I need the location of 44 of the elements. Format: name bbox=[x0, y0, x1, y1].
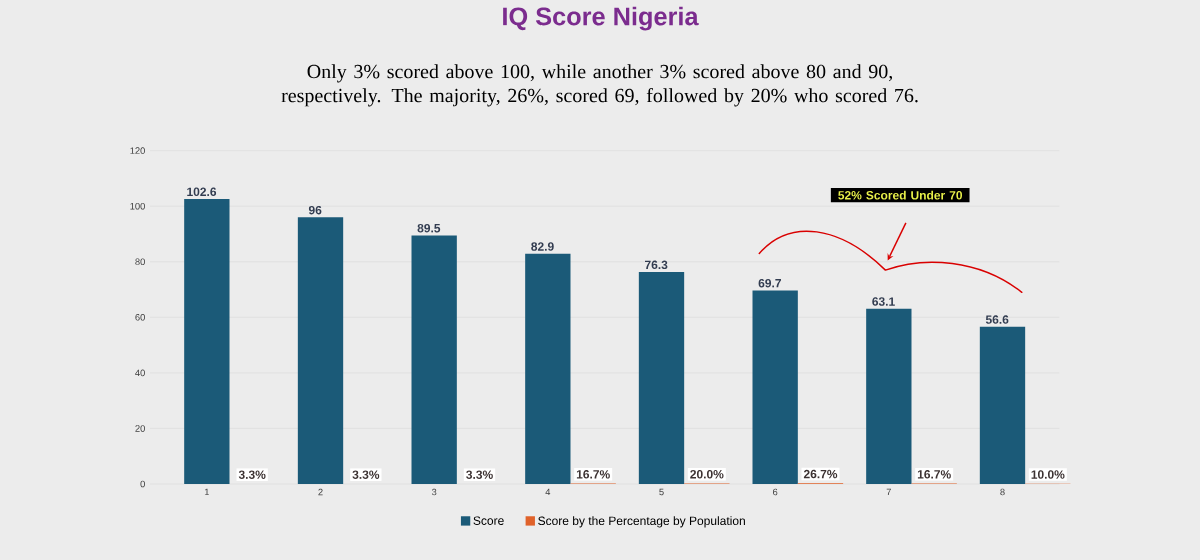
bar bbox=[752, 290, 798, 484]
x-tick-label: 6 bbox=[773, 488, 778, 496]
bar bbox=[866, 308, 912, 484]
bar bbox=[525, 253, 571, 484]
data-label: 82.9 bbox=[531, 242, 554, 251]
x-tick-label: 5 bbox=[659, 488, 664, 496]
data-label: 20.0% bbox=[690, 469, 724, 479]
bar bbox=[297, 217, 344, 484]
chart-subtitle: Only 3% scored above 100, while another 3% scored above 80 and 90, respectively. The majority, 26%, scored 69, followed by 20% who scored 76. bbox=[281, 64, 918, 107]
chart-title: IQ Score Nigeria bbox=[503, 6, 699, 31]
data-label: 3.3% bbox=[238, 470, 266, 479]
x-tick-label: 7 bbox=[886, 488, 891, 496]
x-tick-label: 8 bbox=[1000, 488, 1005, 496]
y-tick-label: 20 bbox=[135, 425, 145, 432]
y-tick-label: 100 bbox=[130, 202, 145, 210]
data-label: 10.0% bbox=[1031, 470, 1065, 479]
data-label: 69.7 bbox=[758, 278, 781, 288]
data-label: 16.7% bbox=[576, 470, 610, 479]
data-label: 3.3% bbox=[352, 470, 380, 479]
x-tick-label: 4 bbox=[545, 488, 551, 496]
y-tick-label: 40 bbox=[135, 369, 145, 377]
annotation: 52% Scored Under 70 bbox=[838, 190, 963, 200]
bar bbox=[411, 235, 457, 484]
x-tick-label: 3 bbox=[431, 488, 437, 496]
x-tick-label: 1 bbox=[204, 488, 209, 496]
data-label: 102.6 bbox=[187, 187, 217, 197]
x-tick-label: 2 bbox=[318, 488, 323, 496]
legend-label: Score bbox=[473, 516, 504, 525]
bar bbox=[979, 326, 1026, 484]
bar bbox=[638, 272, 685, 484]
data-label: 96 bbox=[308, 205, 322, 215]
data-label: 76.3 bbox=[645, 260, 668, 270]
data-label: 56.6 bbox=[985, 315, 1009, 324]
data-label: 63.1 bbox=[872, 297, 895, 306]
data-label: 16.7% bbox=[917, 470, 951, 479]
y-tick-label: 120 bbox=[130, 147, 145, 154]
data-label: 26.7% bbox=[803, 469, 838, 479]
data-label: 89.5 bbox=[417, 223, 441, 233]
data-label: 3.3% bbox=[466, 470, 493, 479]
bar bbox=[184, 198, 230, 484]
y-tick-label: 0 bbox=[140, 480, 145, 488]
y-tick-label: 80 bbox=[135, 258, 145, 266]
y-tick-label: 60 bbox=[135, 314, 145, 321]
legend-label: Score by the Percentage by Population bbox=[538, 516, 745, 528]
